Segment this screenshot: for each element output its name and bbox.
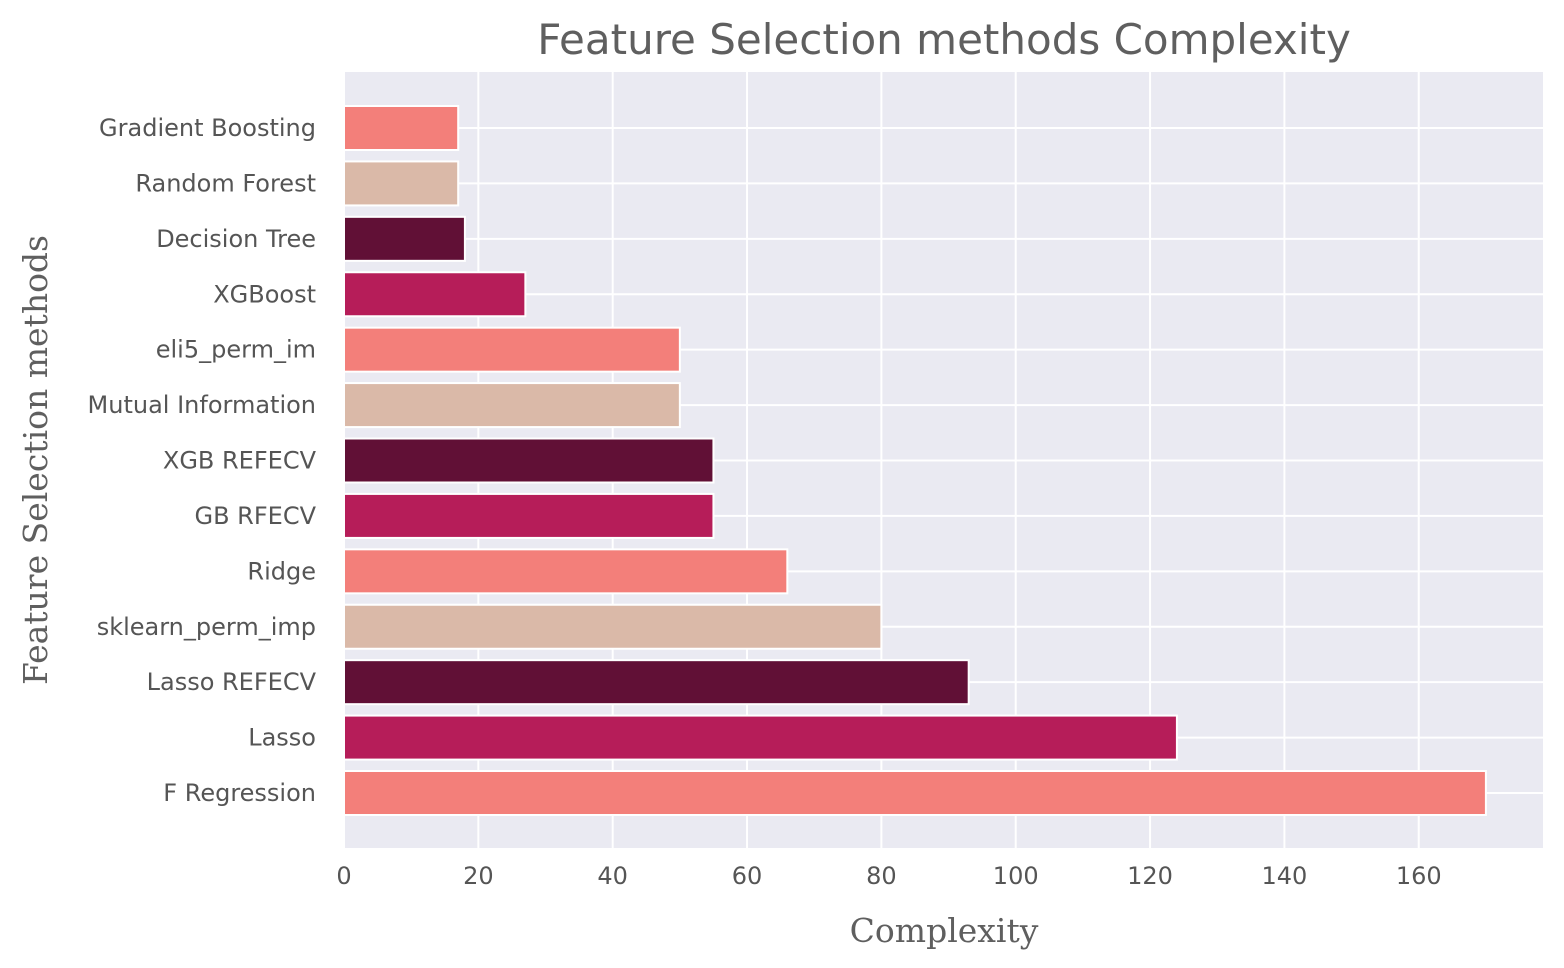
x-tick-label: 0	[336, 862, 351, 890]
bars	[343, 105, 1487, 816]
x-tick-label: 60	[732, 862, 763, 890]
bar-xgboost	[343, 271, 527, 318]
y-axis-title: Feature Selection methods	[16, 235, 55, 685]
bar-lasso-refecv	[343, 659, 970, 706]
y-tick-label: GB RFECV	[194, 502, 316, 530]
y-tick-label: Decision Tree	[156, 225, 316, 253]
x-tick-label: 40	[597, 862, 628, 890]
bar-lasso	[343, 714, 1178, 761]
x-tick-label: 100	[993, 862, 1039, 890]
y-tick-label: Lasso REFECV	[147, 668, 317, 696]
bar-ridge	[343, 548, 789, 595]
x-tick-label: 160	[1396, 862, 1442, 890]
bar-gb-rfecv	[343, 492, 715, 539]
y-tick-label: Ridge	[247, 557, 316, 585]
y-tick-label: Lasso	[248, 724, 316, 752]
chart-title: Feature Selection methods Complexity	[537, 15, 1351, 64]
bar-random-forest	[343, 160, 460, 207]
y-tick-labels: F Regression Lasso Lasso REFECV sklearn_per…	[88, 114, 317, 807]
x-tick-label: 140	[1261, 862, 1307, 890]
bar-decision-tree	[343, 215, 466, 262]
y-tick-label: Random Forest	[135, 169, 316, 197]
bar-eli5-perm-im	[343, 326, 681, 373]
y-tick-label: eli5_perm_im	[156, 336, 316, 364]
y-tick-label: Mutual Information	[88, 391, 316, 419]
y-tick-label: F Regression	[163, 779, 316, 807]
y-tick-label: sklearn_perm_imp	[97, 613, 316, 641]
bar-mutual-information	[343, 382, 681, 429]
x-tick-label: 20	[463, 862, 494, 890]
x-tick-label: 80	[866, 862, 897, 890]
x-axis-title: Complexity	[850, 911, 1039, 950]
x-tick-label: 120	[1127, 862, 1173, 890]
y-tick-label: XGB REFECV	[163, 447, 317, 475]
bar-sklearn-perm-imp	[343, 603, 883, 650]
bar-f-regression	[343, 770, 1487, 816]
y-tick-label: Gradient Boosting	[99, 114, 316, 142]
bar-gradient-boosting	[343, 105, 460, 151]
y-tick-label: XGBoost	[213, 280, 316, 308]
x-tick-labels: 0 20 40 60 80 100 120 140 160	[336, 862, 1441, 890]
bar-xgb-refecv	[343, 437, 715, 484]
